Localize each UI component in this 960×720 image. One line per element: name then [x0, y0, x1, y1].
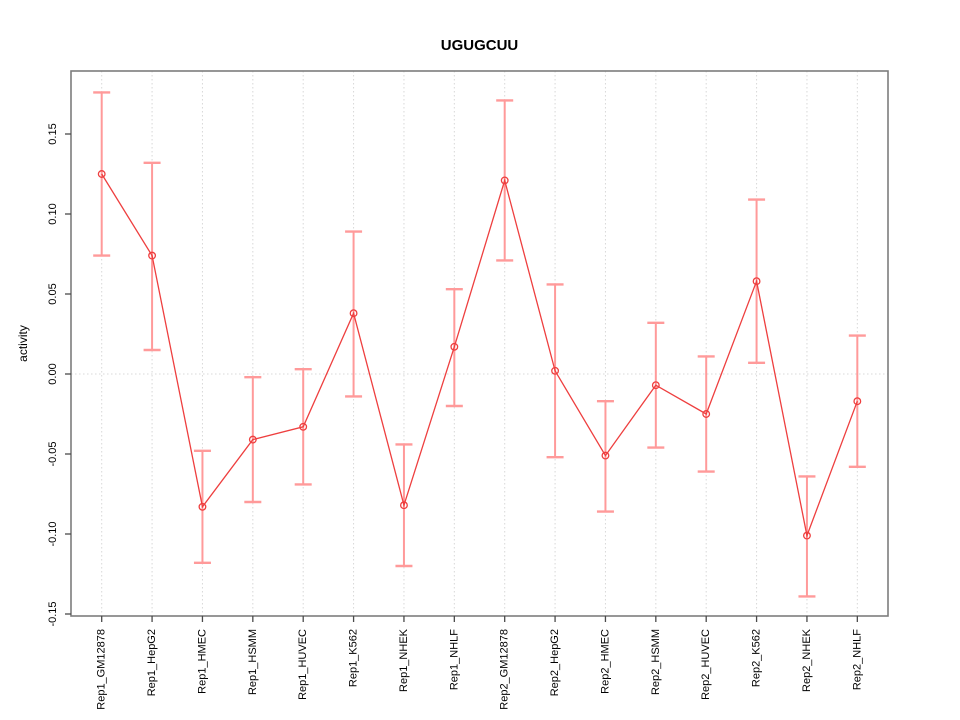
x-tick-label: Rep1_HepG2	[146, 629, 158, 696]
data-point	[651, 381, 660, 390]
x-tick-labels: Rep1_GM12878 Rep1_HepG2 Rep1_HMEC Rep1_HSMM…	[96, 628, 864, 709]
x-tick-label: Rep1_K562	[348, 629, 360, 687]
x-tick-label: Rep1_NHEK	[398, 628, 410, 692]
y-tick-label: 0.15	[47, 123, 59, 144]
data-point	[248, 435, 257, 444]
x-tick-label: Rep2_HSMM	[650, 629, 662, 695]
x-tick-label: Rep1_HUVEC	[297, 629, 309, 700]
y-tick-label: 0.05	[47, 283, 59, 304]
chart-title: UGUGCUU	[441, 37, 519, 54]
y-tick-label: 0.00	[47, 363, 59, 384]
x-tick-label: Rep2_K562	[751, 629, 763, 687]
data-point	[450, 342, 459, 351]
x-tick-label: Rep2_HMEC	[599, 629, 611, 694]
axis-ticks	[65, 133, 858, 622]
y-tick-labels: 0.15 0.10 0.05 0.00 -0.05 -0.10 -0.15	[47, 123, 59, 626]
data-point	[702, 410, 711, 418]
data-point	[97, 170, 106, 178]
data-point	[349, 309, 358, 318]
x-tick-label: Rep1_HSMM	[247, 629, 259, 695]
data-point	[500, 176, 509, 185]
error-bars	[93, 91, 866, 598]
data-point	[752, 277, 761, 286]
data-point	[601, 451, 610, 460]
x-tick-label: Rep2_HepG2	[549, 629, 561, 696]
data-point	[148, 251, 157, 260]
y-tick-label: -0.15	[47, 601, 59, 626]
y-tick-label: -0.05	[47, 441, 59, 466]
data-points	[97, 170, 862, 540]
x-tick-label: Rep2_NHEK	[801, 628, 813, 692]
plot-area-border	[70, 70, 889, 617]
data-point	[299, 422, 308, 431]
grid-lines	[71, 71, 888, 616]
series-line	[101, 173, 858, 538]
x-tick-label: Rep1_GM12878	[96, 629, 108, 710]
data-point	[400, 501, 408, 510]
x-tick-label: Rep2_GM12878	[499, 629, 511, 710]
y-axis-label: activity	[16, 325, 30, 362]
x-tick-label: Rep2_HUVEC	[700, 629, 712, 700]
x-tick-label: Rep2_NHLF	[851, 629, 863, 690]
data-point	[803, 531, 811, 540]
data-point	[853, 397, 862, 406]
y-tick-label: 0.10	[47, 203, 59, 224]
x-tick-label: Rep1_NHLF	[448, 629, 460, 690]
series-polyline	[101, 173, 858, 538]
y-tick-label: -0.10	[47, 521, 59, 546]
data-point	[551, 366, 560, 375]
data-point	[198, 502, 207, 511]
x-tick-label: Rep1_HMEC	[196, 629, 208, 694]
